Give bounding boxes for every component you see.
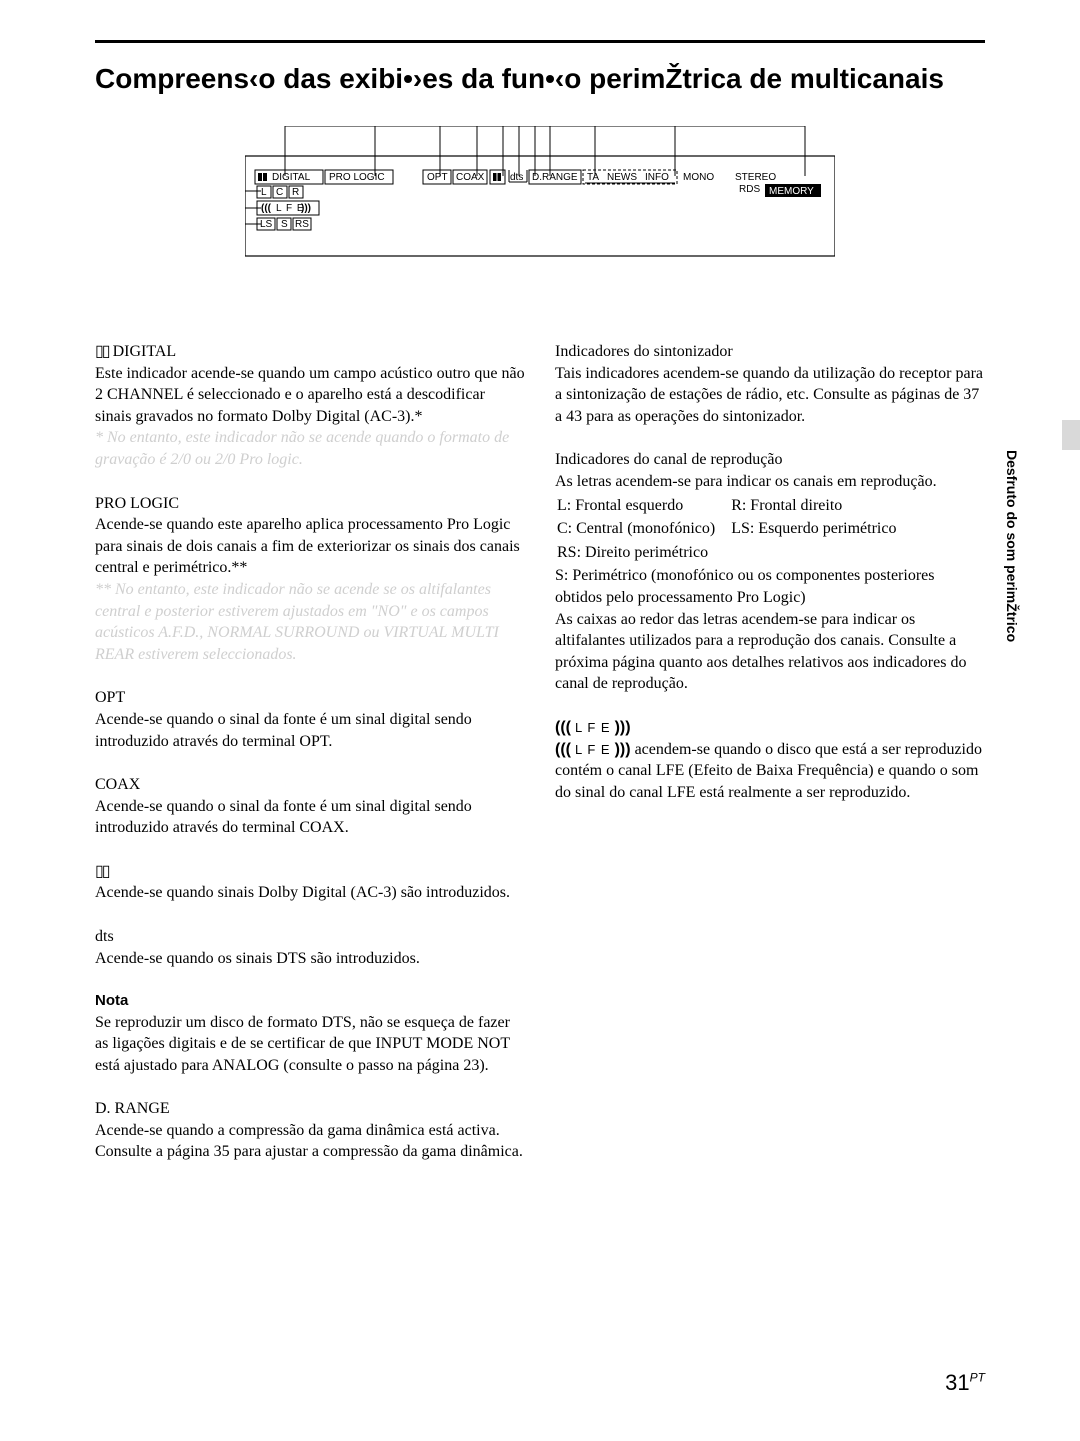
disp-mono: MONO [683, 172, 714, 183]
body-drange: Acende-se quando a compressão da gama di… [95, 1120, 525, 1163]
intro-channels: As letras acendem-se para indicar os can… [555, 471, 985, 493]
head-prologic: PRO LOGIC [95, 493, 525, 515]
svg-text:))): ))) [301, 203, 311, 214]
body-tuner: Tais indicadores acendem-se quando da ut… [555, 363, 985, 428]
disp-drange: D.RANGE [532, 172, 578, 183]
disp-memory: MEMORY [769, 186, 814, 197]
body-prologic: Acende-se quando este aparelho aplica pr… [95, 514, 525, 579]
disp-coax: COAX [456, 172, 485, 183]
disp-LS: LS [260, 219, 273, 230]
ch-s: S: Perimétrico (monofónico ou os compone… [555, 565, 985, 608]
disp-digital: DIGITAL [272, 172, 311, 183]
head-opt: OPT [95, 687, 525, 709]
sec-digital: ▯▯ DIGITAL Este indicador acende-se quan… [95, 341, 525, 471]
ch-l: L: Frontal esquerdo [557, 495, 729, 517]
top-rule [95, 40, 985, 43]
side-tab: Desfruto do som perimŽtrico [1004, 450, 1020, 642]
disp-RS: RS [295, 219, 309, 230]
sec-channels: Indicadores do canal de reprodução As le… [555, 449, 985, 695]
disp-ta: TA [587, 172, 599, 183]
ch-c: C: Central (monofónico) [557, 518, 729, 540]
sec-opt: OPT Acende-se quando o sinal da fonte é … [95, 687, 525, 752]
head-nota: Nota [95, 991, 525, 1011]
head-drange: D. RANGE [95, 1098, 525, 1120]
right-column: Indicadores do sintonizador Tais indicad… [555, 341, 985, 1185]
sec-lfe: ((( L F E ))) ((( L F E ))) acendem-se q… [555, 717, 985, 803]
body-lfe: ((( L F E ))) acendem-se quando o disco … [555, 739, 985, 804]
sec-dolby: ▯▯ Acende-se quando sinais Dolby Digital… [95, 861, 525, 904]
ch-rs: RS: Direito perimétrico [557, 542, 910, 564]
sec-dts: dts Acende-se quando os sinais DTS são i… [95, 926, 525, 969]
head-coax: COAX [95, 774, 525, 796]
disp-stereo: STEREO [735, 172, 776, 183]
body-coax: Acende-se quando o sinal da fonte é um s… [95, 796, 525, 839]
disp-prologic: PRO LOGIC [329, 172, 385, 183]
disp-rds: RDS [739, 184, 760, 195]
head-digital: DIGITAL [113, 343, 177, 360]
disp-info: INFO [645, 172, 669, 183]
sec-tuner: Indicadores do sintonizador Tais indicad… [555, 341, 985, 427]
sec-prologic: PRO LOGIC Acende-se quando este aparelho… [95, 493, 525, 666]
left-column: ▯▯ DIGITAL Este indicador acende-se quan… [95, 341, 525, 1185]
page-title: Compreens‹o das exibi•›es da fun•‹o peri… [95, 61, 985, 96]
disp-opt: OPT [427, 172, 448, 183]
sec-nota: Nota Se reproduzir um disco de formato D… [95, 991, 525, 1076]
display-diagram: DIGITAL PRO LOGIC OPT COAX dts D.RANGE [95, 126, 985, 291]
foot-prologic: ** No entanto, este indicador não se ace… [95, 579, 525, 665]
head-tuner: Indicadores do sintonizador [555, 341, 985, 363]
channel-table: L: Frontal esquerdo R: Frontal direito C… [555, 493, 912, 566]
body-nota: Se reproduzir um disco de formato DTS, n… [95, 1012, 525, 1077]
head-channels: Indicadores do canal de reprodução [555, 449, 985, 471]
body-digital: Este indicador acende-se quando um campo… [95, 363, 525, 428]
disp-news: NEWS [607, 172, 637, 183]
disp-dts: dts [510, 172, 523, 183]
head-dts: dts [95, 926, 525, 948]
dolby-icon: ▯▯ [95, 863, 109, 880]
body-opt: Acende-se quando o sinal da fonte é um s… [95, 709, 525, 752]
svg-text:(((: ((( [261, 203, 272, 214]
disp-C: C [276, 187, 283, 198]
columns: ▯▯ DIGITAL Este indicador acende-se quan… [95, 341, 985, 1185]
ch-ls: LS: Esquerdo perimétrico [731, 518, 910, 540]
side-grey-bar [1062, 420, 1080, 450]
disp-R: R [292, 187, 299, 198]
body-dolby: Acende-se quando sinais Dolby Digital (A… [95, 882, 525, 904]
ch-tail: As caixas ao redor das letras acendem-se… [555, 609, 985, 695]
disp-L: L [261, 187, 267, 198]
foot-digital: * No entanto, este indicador não se acen… [95, 427, 525, 470]
disp-S: S [281, 219, 288, 230]
page-number-sup: PT [970, 1371, 985, 1385]
page-number-value: 31 [945, 1370, 969, 1395]
ch-r: R: Frontal direito [731, 495, 910, 517]
page-number: 31PT [945, 1370, 985, 1396]
lfe-letters: L F E [575, 720, 611, 735]
sec-drange: D. RANGE Acende-se quando a compressão d… [95, 1098, 525, 1163]
body-dts: Acende-se quando os sinais DTS são intro… [95, 948, 525, 970]
sec-coax: COAX Acende-se quando o sinal da fonte é… [95, 774, 525, 839]
